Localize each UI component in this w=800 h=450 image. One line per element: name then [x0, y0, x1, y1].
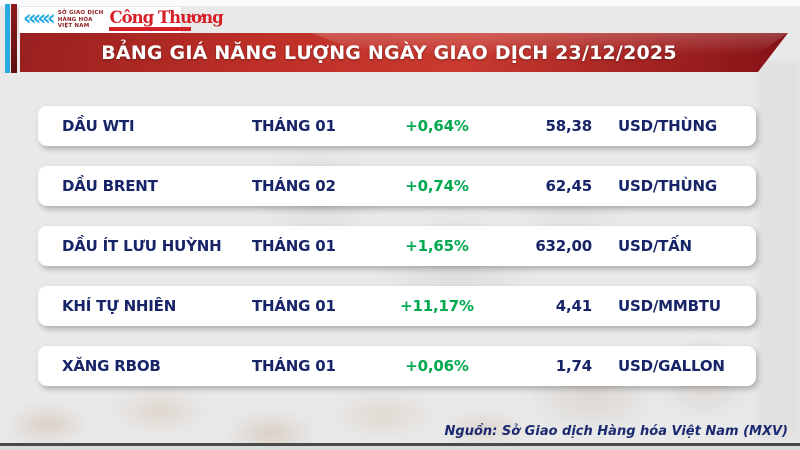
change-percent: +0,74%	[405, 177, 469, 195]
price-value: 4,41	[555, 297, 592, 315]
mxv-logo-line1: SỞ GIAO DỊCH	[57, 10, 104, 17]
commodity-name: XĂNG RBOB	[62, 357, 161, 375]
table-row-xang-rbob: XĂNG RBOB THÁNG 01 +0,06% 1,74 USD/GALLO…	[38, 346, 756, 386]
commodity-name: DẦU ÍT LƯU HUỲNH	[62, 237, 222, 255]
mxv-chevron-icon: «««	[23, 6, 56, 30]
page-title: BẢNG GIÁ NĂNG LƯỢNG NGÀY GIAO DỊCH 23/12…	[101, 41, 677, 64]
contract-month: THÁNG 01	[252, 297, 336, 315]
commodity-name: DẦU WTI	[62, 117, 135, 135]
price-value: 1,74	[555, 357, 592, 375]
source-note: Nguồn: Sở Giao dịch Hàng hóa Việt Nam (M…	[444, 424, 788, 439]
contract-month: THÁNG 01	[252, 237, 336, 255]
left-maroon-stripe	[11, 4, 17, 73]
price-unit: USD/TẤN	[618, 237, 692, 255]
background-top-band	[0, 0, 800, 6]
change-percent: +0,06%	[405, 357, 469, 375]
cong-thuong-logo: Công Thương	[109, 7, 224, 31]
price-value: 632,00	[535, 237, 592, 255]
bottom-strip	[0, 445, 800, 450]
bottom-divider	[0, 443, 800, 446]
contract-month: THÁNG 01	[252, 357, 336, 375]
left-cyan-stripe	[5, 4, 10, 73]
commodity-name: DẦU BRENT	[62, 177, 158, 195]
price-unit: USD/THÙNG	[618, 177, 717, 195]
price-value: 62,45	[545, 177, 593, 195]
background-band	[758, 60, 800, 440]
price-unit: USD/THÙNG	[618, 117, 717, 135]
table-row-khi-tu-nhien: KHÍ TỰ NHIÊN THÁNG 01 +11,17% 4,41 USD/M…	[38, 286, 756, 326]
commodity-name: KHÍ TỰ NHIÊN	[62, 297, 177, 315]
mxv-logo-line3: VIỆT NAM	[57, 23, 90, 30]
title-banner: BẢNG GIÁ NĂNG LƯỢNG NGÀY GIAO DỊCH 23/12…	[20, 33, 788, 72]
table-row-dau-wti: DẦU WTI THÁNG 01 +0,64% 58,38 USD/THÙNG	[38, 106, 756, 146]
price-table: DẦU WTI THÁNG 01 +0,64% 58,38 USD/THÙNG …	[38, 106, 756, 406]
logo-box: ««« SỞ GIAO DỊCH HÀNG HÓA VIỆT NAM Công …	[19, 6, 224, 33]
change-percent: +0,64%	[405, 117, 469, 135]
mxv-logo-line2: HÀNG HÓA	[57, 16, 93, 23]
change-percent: +1,65%	[405, 237, 469, 255]
price-unit: USD/GALLON	[618, 357, 725, 375]
change-percent: +11,17%	[400, 297, 474, 315]
price-unit: USD/MMBTU	[618, 297, 721, 315]
table-row-dau-brent: DẦU BRENT THÁNG 02 +0,74% 62,45 USD/THÙN…	[38, 166, 756, 206]
table-row-dau-it-luu-huynh: DẦU ÍT LƯU HUỲNH THÁNG 01 +1,65% 632,00 …	[38, 226, 756, 266]
price-value: 58,38	[545, 117, 593, 135]
contract-month: THÁNG 01	[252, 117, 336, 135]
cong-thuong-logo-text: Công Thương	[109, 7, 223, 27]
contract-month: THÁNG 02	[252, 177, 336, 195]
mxv-logo: SỞ GIAO DỊCH HÀNG HÓA VIỆT NAM	[58, 10, 104, 30]
cong-thuong-logo-bar	[109, 27, 192, 31]
